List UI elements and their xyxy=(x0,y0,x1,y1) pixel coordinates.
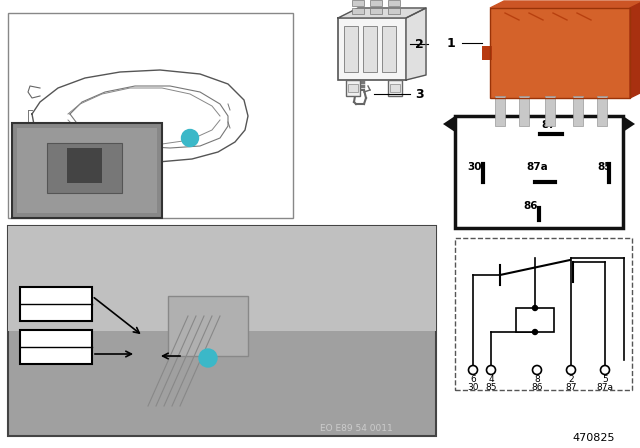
Circle shape xyxy=(199,349,217,367)
Text: 30: 30 xyxy=(468,162,483,172)
Bar xyxy=(370,8,382,14)
Bar xyxy=(352,0,364,6)
Text: X501: X501 xyxy=(42,308,70,318)
Bar xyxy=(388,8,400,14)
Polygon shape xyxy=(630,1,640,98)
Bar xyxy=(168,296,248,356)
Polygon shape xyxy=(623,116,635,132)
Bar xyxy=(12,123,162,218)
Text: 87a: 87a xyxy=(596,383,614,392)
Circle shape xyxy=(486,366,495,375)
Circle shape xyxy=(600,366,609,375)
Circle shape xyxy=(532,306,538,310)
Text: K18364a: K18364a xyxy=(32,291,80,301)
Text: 87a: 87a xyxy=(526,162,548,172)
Bar xyxy=(348,84,358,92)
Text: 1: 1 xyxy=(187,134,193,142)
Polygon shape xyxy=(443,116,455,132)
Bar xyxy=(495,96,505,126)
Circle shape xyxy=(532,329,538,335)
Bar xyxy=(516,308,554,332)
Text: 2: 2 xyxy=(568,375,574,383)
Polygon shape xyxy=(406,8,426,80)
Polygon shape xyxy=(490,1,640,8)
Bar xyxy=(8,226,436,436)
Circle shape xyxy=(532,366,541,375)
Bar xyxy=(67,148,102,183)
Bar xyxy=(8,226,436,331)
Text: K18363a: K18363a xyxy=(32,334,80,344)
Text: 85: 85 xyxy=(598,162,612,172)
Polygon shape xyxy=(338,8,426,18)
Text: 3: 3 xyxy=(415,87,424,100)
Bar xyxy=(490,8,630,98)
Text: 30: 30 xyxy=(467,383,479,392)
Bar xyxy=(346,80,360,96)
Bar xyxy=(47,143,122,193)
Bar xyxy=(344,26,358,72)
Bar xyxy=(455,238,632,390)
Bar xyxy=(352,8,364,14)
Bar xyxy=(388,80,402,96)
Text: 1: 1 xyxy=(446,36,455,49)
Bar xyxy=(455,116,623,228)
Text: 86: 86 xyxy=(524,201,538,211)
Text: 87: 87 xyxy=(541,120,556,130)
Text: 5: 5 xyxy=(602,375,608,383)
Bar xyxy=(597,96,607,126)
Text: 86: 86 xyxy=(531,383,543,392)
Bar xyxy=(573,96,583,126)
Bar xyxy=(519,96,529,126)
Text: 85: 85 xyxy=(485,383,497,392)
Bar xyxy=(8,13,293,218)
Bar xyxy=(168,296,248,356)
Bar xyxy=(338,18,406,80)
Bar xyxy=(390,84,400,92)
Text: EO E89 54 0011: EO E89 54 0011 xyxy=(319,423,392,432)
Circle shape xyxy=(468,366,477,375)
Bar xyxy=(20,330,92,364)
Bar xyxy=(545,96,555,126)
Bar xyxy=(370,0,382,6)
Bar xyxy=(17,128,157,213)
Circle shape xyxy=(182,129,198,146)
Text: 2: 2 xyxy=(415,38,424,51)
Text: 87: 87 xyxy=(565,383,577,392)
Text: X500: X500 xyxy=(42,351,70,361)
Text: 4: 4 xyxy=(488,375,494,383)
Text: 1: 1 xyxy=(205,353,211,362)
Bar xyxy=(490,8,630,98)
Text: 6: 6 xyxy=(470,375,476,383)
Bar xyxy=(482,46,492,60)
Bar xyxy=(388,0,400,6)
Bar xyxy=(20,287,92,321)
Text: 470825: 470825 xyxy=(573,433,615,443)
Bar xyxy=(382,26,396,72)
Text: 8: 8 xyxy=(534,375,540,383)
Bar xyxy=(47,143,122,193)
Bar xyxy=(363,26,377,72)
Circle shape xyxy=(566,366,575,375)
